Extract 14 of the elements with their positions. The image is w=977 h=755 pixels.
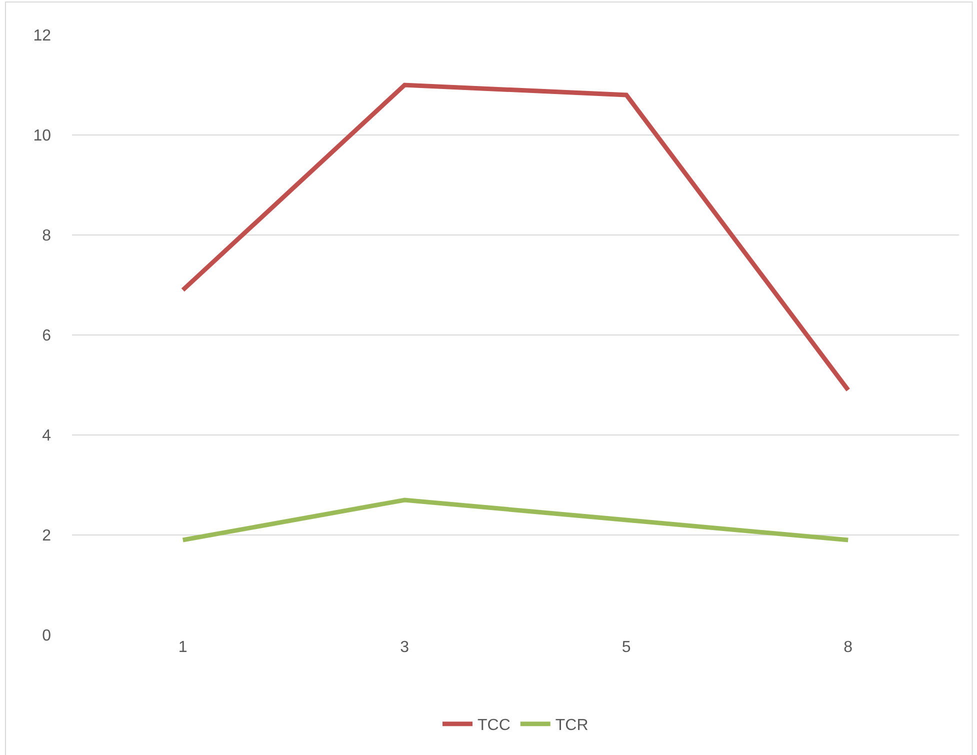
x-tick-label: 8 [844,639,853,656]
y-tick-label: 2 [42,528,52,545]
legend-label: TCR [555,717,588,734]
y-tick-label: 8 [42,228,52,245]
y-tick-label: 0 [42,628,52,645]
y-tick-label: 4 [42,428,52,445]
y-tick-label: 10 [33,128,52,145]
y-tick-label: 12 [33,28,52,45]
x-tick-label: 1 [178,639,188,656]
x-tick-label: 3 [400,639,410,656]
x-tick-label: 5 [622,639,631,656]
y-tick-label: 6 [42,328,52,345]
legend-label: TCC [478,717,510,734]
line-series [180,82,850,392]
